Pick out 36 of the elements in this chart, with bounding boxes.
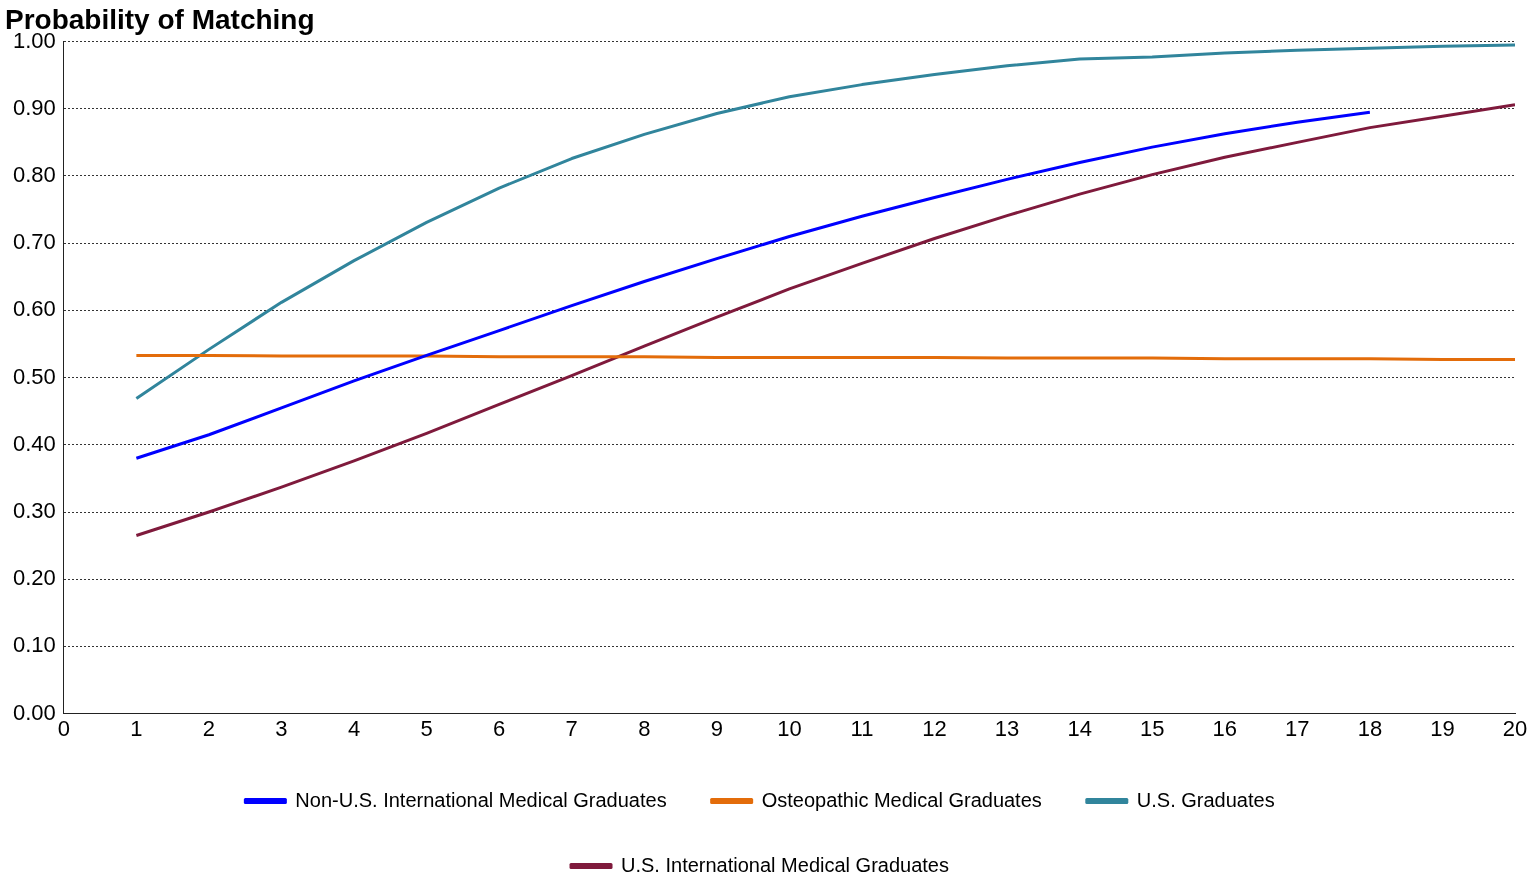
- x-tick-label: 8: [638, 715, 651, 741]
- y-tick-label: 0.90: [12, 94, 56, 120]
- y-tick-label: 0.00: [12, 699, 56, 725]
- legend-label: Non-U.S. International Medical Graduates: [295, 788, 667, 811]
- y-tick-label: 0.70: [12, 229, 56, 255]
- legend-label: U.S. Graduates: [1136, 788, 1275, 811]
- x-tick-label: 7: [565, 715, 578, 741]
- legend-label: Osteopathic Medical Graduates: [761, 788, 1042, 811]
- x-tick-label: 4: [347, 715, 361, 741]
- y-tick-label: 0.40: [12, 430, 56, 456]
- x-tick-label: 11: [850, 715, 874, 741]
- x-tick-label: 14: [1067, 715, 1092, 741]
- y-tick-label: 0.50: [12, 363, 56, 389]
- y-tick-label: 0.10: [12, 632, 56, 658]
- chart-title: Probability of Matching: [5, 3, 315, 35]
- x-tick-label: 15: [1139, 715, 1165, 741]
- y-tick-label: 0.80: [12, 162, 56, 188]
- x-tick-label: 12: [922, 715, 947, 741]
- y-tick-label: 0.30: [12, 498, 56, 524]
- x-tick-label: 5: [420, 715, 433, 741]
- x-tick-label: 1: [130, 715, 143, 741]
- x-tick-label: 16: [1212, 715, 1238, 741]
- x-tick-label: 18: [1357, 715, 1383, 741]
- x-tick-label: 13: [994, 715, 1020, 741]
- legend-label: U.S. International Medical Graduates: [621, 853, 949, 876]
- y-tick-label: 0.20: [12, 565, 56, 591]
- x-tick-label: 3: [275, 715, 288, 741]
- x-tick-label: 10: [777, 715, 802, 741]
- x-tick-label: 17: [1285, 715, 1310, 741]
- x-tick-label: 0: [57, 715, 70, 741]
- x-tick-label: 9: [710, 715, 723, 741]
- x-tick-label: 19: [1430, 715, 1455, 741]
- x-tick-label: 2: [202, 715, 216, 741]
- x-tick-label: 6: [493, 715, 506, 741]
- y-tick-label: 0.60: [12, 296, 56, 322]
- x-tick-label: 20: [1502, 715, 1528, 741]
